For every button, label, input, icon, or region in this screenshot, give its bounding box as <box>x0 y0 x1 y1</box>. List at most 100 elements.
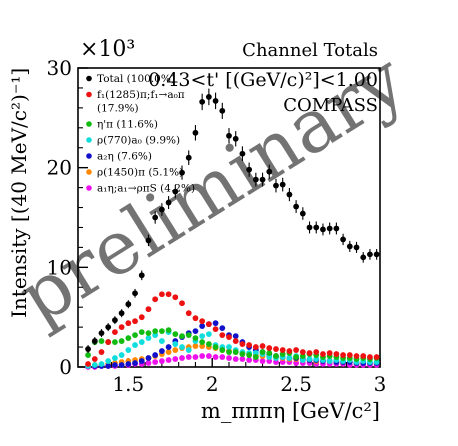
data-point <box>172 188 179 195</box>
data-point <box>125 335 132 341</box>
data-point <box>132 342 138 348</box>
data-point <box>112 362 118 368</box>
data-point <box>259 349 266 355</box>
data-point <box>340 236 346 243</box>
data-point <box>226 132 232 139</box>
data-point <box>219 347 226 353</box>
data-point <box>266 354 273 360</box>
data-point <box>172 347 179 353</box>
data-point <box>205 321 212 328</box>
data-point <box>158 338 165 344</box>
data-point <box>179 333 185 340</box>
data-point <box>152 214 159 221</box>
data-point <box>98 330 105 337</box>
data-point <box>373 251 380 258</box>
data-point <box>138 314 145 321</box>
data-point <box>226 355 232 361</box>
data-point <box>192 335 199 341</box>
x-tick-label: 1.5 <box>112 372 144 396</box>
data-point <box>299 353 306 359</box>
y-tick-label: 0 <box>59 355 72 379</box>
x-axis-label: m_πππη [GeV/c²] <box>201 399 380 423</box>
data-point <box>232 135 239 142</box>
data-point <box>239 356 246 362</box>
data-point <box>118 338 125 344</box>
data-point <box>226 334 232 340</box>
legend-entry: η'π (11.6%) <box>86 119 158 131</box>
data-point <box>299 210 306 217</box>
data-point <box>306 350 313 356</box>
data-point <box>313 224 320 231</box>
legend-entry: f₁(1285)π;f₁→a₀π (17.9%) <box>86 89 185 115</box>
data-point <box>172 331 179 338</box>
data-point <box>273 359 279 365</box>
legend-marker <box>86 75 92 82</box>
legend-label: Total (100.0%) <box>97 73 175 85</box>
data-point <box>219 325 226 332</box>
data-point <box>293 354 300 360</box>
data-point <box>219 354 226 360</box>
data-point <box>158 348 165 354</box>
data-point <box>205 94 212 100</box>
data-point <box>340 352 346 358</box>
data-point <box>279 347 286 353</box>
data-point <box>179 344 185 350</box>
data-point <box>105 363 112 369</box>
y-tick-label: 20 <box>47 156 72 180</box>
legend-label: a₁η;a₁→ρπS (4.2%) <box>97 183 195 195</box>
data-point <box>132 332 138 339</box>
data-point <box>246 166 253 173</box>
data-point <box>326 358 333 364</box>
data-point <box>279 181 286 188</box>
data-point <box>172 341 179 347</box>
data-point <box>112 329 118 336</box>
data-point <box>320 351 326 357</box>
y-axis-label: Intensity [(40 MeV/c²)⁻¹] <box>7 68 31 318</box>
legend-entry: ρ(1450)π (5.1%) <box>86 167 183 179</box>
data-point <box>145 360 152 366</box>
y-axis: 0 10 20 30 <box>47 56 88 379</box>
data-point <box>226 349 232 355</box>
data-point <box>259 343 266 349</box>
data-point <box>266 345 273 351</box>
data-point <box>212 326 219 333</box>
data-point <box>252 354 259 360</box>
data-point <box>158 358 165 364</box>
data-point <box>232 356 239 362</box>
data-point <box>246 357 253 363</box>
legend-marker <box>86 121 92 127</box>
x-tick-label: 2.5 <box>280 372 312 396</box>
data-point <box>112 317 118 324</box>
data-point <box>138 339 145 345</box>
data-point <box>192 328 199 335</box>
data-point <box>138 358 145 364</box>
data-point <box>125 320 132 327</box>
data-point <box>192 315 199 322</box>
legend-entry: a₂η (7.6%) <box>86 151 152 163</box>
data-point <box>259 358 266 364</box>
data-point <box>293 360 300 366</box>
data-point <box>165 291 172 298</box>
data-point <box>158 328 165 335</box>
data-point <box>105 339 112 345</box>
legend-marker <box>86 153 92 159</box>
data-point <box>185 332 192 339</box>
chart-title: Channel Totals <box>242 40 378 61</box>
data-point <box>185 310 192 317</box>
data-point <box>199 98 206 105</box>
data-point <box>199 353 206 359</box>
data-point <box>367 251 373 258</box>
data-point <box>138 329 145 336</box>
x-axis: 1.5 2 2.5 3 <box>94 358 386 396</box>
data-point <box>152 328 159 335</box>
data-point <box>125 301 132 308</box>
data-point <box>293 347 300 353</box>
data-point <box>333 351 340 357</box>
data-point <box>118 352 125 358</box>
data-point <box>158 206 165 213</box>
data-point <box>165 327 172 334</box>
y-multiplier: ×10³ <box>80 37 135 62</box>
data-point <box>367 354 373 360</box>
data-point <box>299 357 306 363</box>
data-point <box>286 348 293 354</box>
